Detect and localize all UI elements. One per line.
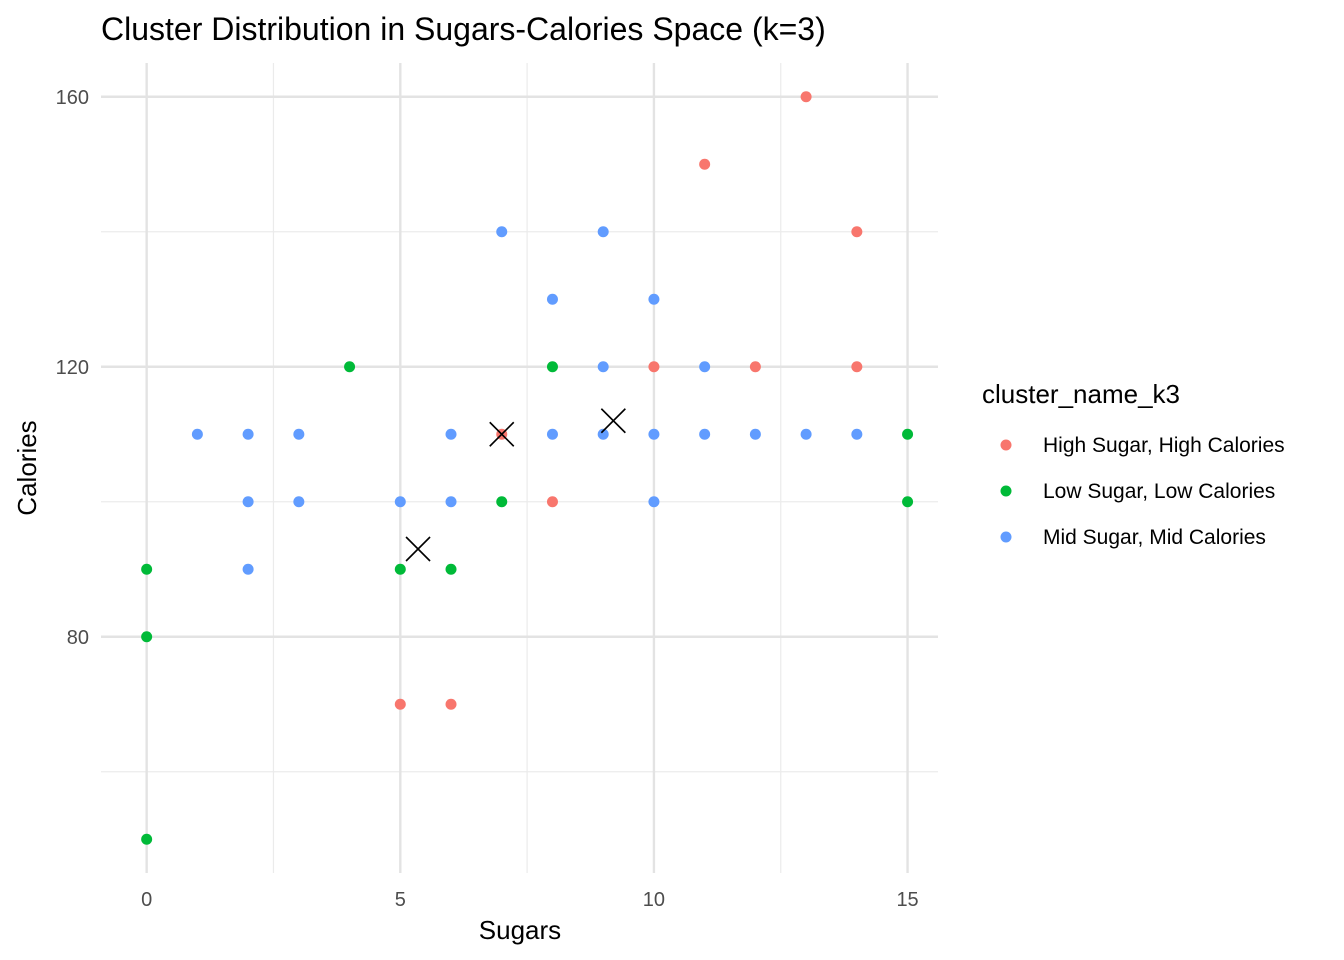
x-axis-label: Sugars <box>479 915 561 945</box>
data-point <box>293 428 305 440</box>
data-point <box>546 293 558 305</box>
data-point <box>242 563 254 575</box>
data-point <box>699 361 711 373</box>
legend-item: Mid Sugar, Mid Calories <box>1000 526 1266 549</box>
data-point <box>242 496 254 508</box>
data-point <box>242 428 254 440</box>
centroid-marker <box>489 421 515 447</box>
data-point <box>749 428 761 440</box>
data-point <box>597 428 609 440</box>
data-point <box>141 563 153 575</box>
chart-title: Cluster Distribution in Sugars-Calories … <box>101 11 826 47</box>
data-point <box>597 226 609 238</box>
data-point <box>699 158 711 170</box>
centroid-marker <box>405 536 431 562</box>
data-point <box>394 563 406 575</box>
data-point <box>141 833 153 845</box>
legend-key <box>1000 485 1012 497</box>
data-point <box>344 361 356 373</box>
legend-label: Mid Sugar, Mid Calories <box>1043 526 1266 549</box>
data-point <box>851 428 863 440</box>
data-point <box>749 361 761 373</box>
legend-item: High Sugar, High Calories <box>1000 434 1285 457</box>
x-tick-label: 0 <box>141 889 152 911</box>
data-point <box>902 428 914 440</box>
data-point <box>800 428 812 440</box>
centroid-stroke <box>600 408 626 434</box>
x-tick-label: 5 <box>395 889 406 911</box>
legend-item: Low Sugar, Low Calories <box>1000 480 1275 503</box>
centroid-stroke <box>489 421 515 447</box>
data-point <box>394 496 406 508</box>
data-point <box>800 91 812 103</box>
data-point <box>648 496 660 508</box>
data-point <box>496 496 508 508</box>
x-tick-label: 15 <box>896 889 918 911</box>
data-point <box>546 428 558 440</box>
centroid-markers <box>405 408 626 562</box>
legend-label: Low Sugar, Low Calories <box>1043 480 1275 503</box>
data-point <box>648 361 660 373</box>
data-point <box>191 428 203 440</box>
data-point <box>293 496 305 508</box>
data-point <box>699 428 711 440</box>
data-point <box>648 293 660 305</box>
data-point <box>546 496 558 508</box>
grid-layer <box>101 63 938 873</box>
data-point <box>445 428 457 440</box>
data-point <box>445 496 457 508</box>
data-point <box>141 631 153 643</box>
data-point <box>496 226 508 238</box>
axis-ticks: 0 5 10 15 80 120 160 <box>56 87 919 911</box>
centroid-marker <box>600 408 626 434</box>
y-tick-label: 160 <box>56 87 89 109</box>
data-point <box>394 698 406 710</box>
y-axis-label: Calories <box>12 420 42 515</box>
data-point <box>445 698 457 710</box>
y-tick-label: 120 <box>56 357 89 379</box>
data-point <box>445 563 457 575</box>
legend-key <box>1000 531 1012 543</box>
data-point <box>851 361 863 373</box>
legend: cluster_name_k3 High Sugar, High Calorie… <box>982 379 1285 549</box>
data-point <box>597 361 609 373</box>
legend-key <box>1000 439 1012 451</box>
data-point <box>648 428 660 440</box>
y-tick-label: 80 <box>67 627 89 649</box>
data-point <box>546 361 558 373</box>
legend-label: High Sugar, High Calories <box>1043 434 1285 457</box>
centroid-stroke <box>405 536 431 562</box>
data-point <box>851 226 863 238</box>
x-tick-label: 10 <box>643 889 665 911</box>
legend-items: High Sugar, High Calories Low Sugar, Low … <box>1000 434 1285 549</box>
data-point <box>902 496 914 508</box>
legend-title: cluster_name_k3 <box>982 379 1180 409</box>
